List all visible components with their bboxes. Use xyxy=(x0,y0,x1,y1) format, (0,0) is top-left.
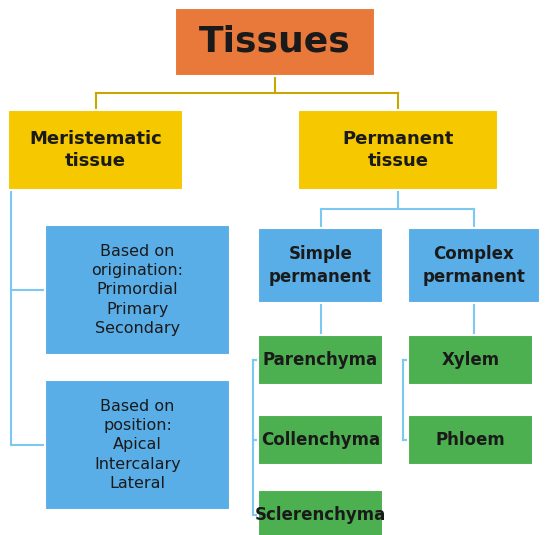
FancyBboxPatch shape xyxy=(258,415,383,465)
Text: Meristematic
tissue: Meristematic tissue xyxy=(29,129,162,171)
FancyBboxPatch shape xyxy=(258,335,383,385)
FancyBboxPatch shape xyxy=(258,490,383,535)
FancyBboxPatch shape xyxy=(45,225,230,355)
Text: Based on
position:
Apical
Intercalary
Lateral: Based on position: Apical Intercalary La… xyxy=(94,399,181,491)
FancyBboxPatch shape xyxy=(45,380,230,510)
Text: Tissues: Tissues xyxy=(199,25,351,59)
FancyBboxPatch shape xyxy=(258,228,383,303)
FancyBboxPatch shape xyxy=(175,8,375,76)
Text: Parenchyma: Parenchyma xyxy=(263,351,378,369)
Text: Sclerenchyma: Sclerenchyma xyxy=(255,506,386,524)
FancyBboxPatch shape xyxy=(8,110,183,190)
FancyBboxPatch shape xyxy=(408,228,540,303)
Text: Based on
origination:
Primordial
Primary
Secondary: Based on origination: Primordial Primary… xyxy=(91,244,184,336)
Text: Xylem: Xylem xyxy=(442,351,499,369)
Text: Phloem: Phloem xyxy=(436,431,505,449)
FancyBboxPatch shape xyxy=(298,110,498,190)
FancyBboxPatch shape xyxy=(408,415,533,465)
Text: Collenchyma: Collenchyma xyxy=(261,431,380,449)
Text: Simple
permanent: Simple permanent xyxy=(269,245,372,286)
Text: Permanent
tissue: Permanent tissue xyxy=(342,129,454,171)
Text: Complex
permanent: Complex permanent xyxy=(422,245,525,286)
FancyBboxPatch shape xyxy=(408,335,533,385)
